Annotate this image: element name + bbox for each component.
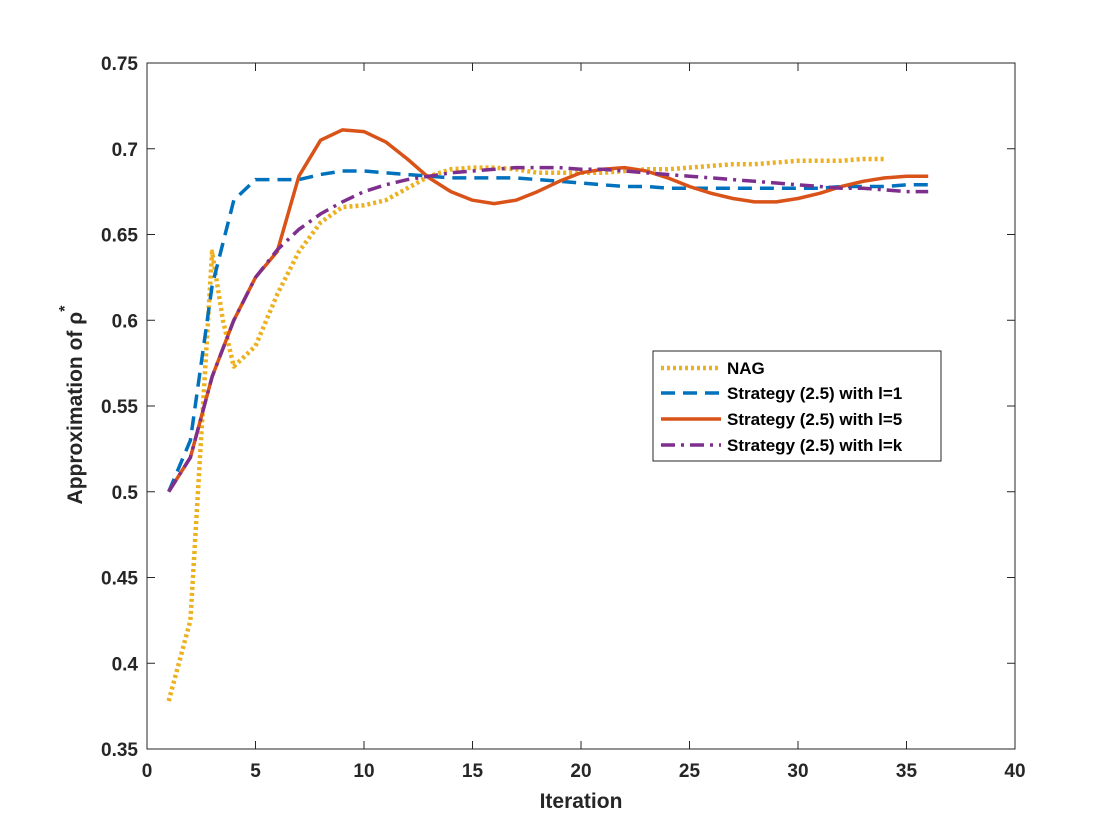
x-tick-label: 20: [570, 761, 591, 782]
y-tick-label: 0.55: [101, 397, 138, 418]
y-axis-label: Approximation of ρ*: [57, 305, 87, 505]
x-tick-label: 40: [1004, 761, 1025, 782]
y-tick-label: 0.5: [112, 483, 139, 504]
y-tick-label: 0.6: [112, 311, 138, 332]
y-tick-label: 0.7: [112, 140, 138, 161]
y-tick-label: 0.45: [101, 569, 138, 590]
y-tick-label: 0.4: [112, 654, 139, 675]
x-tick-label: 30: [787, 761, 808, 782]
legend-entries: NAG Strategy (2.5) with l=1 Strategy (2.5)…: [661, 359, 903, 455]
legend-label-2: Strategy (2.5) with l=1: [727, 384, 902, 403]
x-tick-label: 25: [679, 761, 701, 782]
series-line-3: [167, 128, 929, 493]
y-axis-label-superscript: *: [57, 305, 74, 312]
legend-label-3: Strategy (2.5) with l=5: [727, 410, 902, 429]
x-tick-label: 10: [353, 761, 374, 782]
legend-label-1: NAG: [727, 359, 765, 378]
legend-label-4: Strategy (2.5) with l=k: [727, 436, 903, 455]
legend: NAG Strategy (2.5) with l=1 Strategy (2.5)…: [652, 350, 942, 462]
x-tick-label: 15: [462, 761, 484, 782]
y-tick-label: 0.65: [101, 226, 138, 247]
legend-box: [652, 350, 942, 462]
x-tick-label: 0: [142, 761, 153, 782]
series-line-4: [167, 165, 929, 493]
y-axis-label-group: Approximation of ρ*: [57, 305, 87, 505]
series-line-2: [167, 169, 929, 493]
series-layer: [166, 128, 929, 702]
x-tick-label: 5: [250, 761, 261, 782]
y-axis-label-main: Approximation of ρ: [64, 312, 87, 505]
y-tick-label: 0.75: [101, 54, 138, 75]
tick-layer: 0 5 10 15 20 25 30 35 40 0.35 0.4 0.45 0.5 0.55 0.6 0.6…: [101, 54, 1026, 782]
x-tick-label: 35: [896, 761, 918, 782]
x-axis-label: Iteration: [540, 790, 623, 813]
y-tick-label: 0.35: [101, 740, 138, 761]
